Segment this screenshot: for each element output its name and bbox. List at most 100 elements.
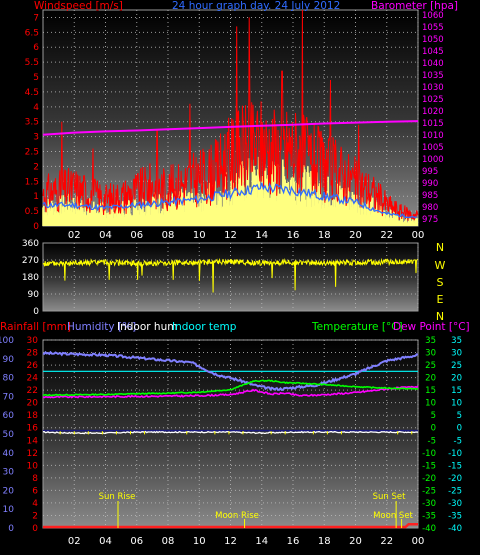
humidity-tick-label: 70 <box>3 392 15 402</box>
barometer-tick-label: 1005 <box>422 143 444 153</box>
rain-tick-label: 22 <box>27 386 38 396</box>
rain-tick-label: 24 <box>27 374 39 384</box>
dew-point-tick-label: -15 <box>448 461 462 471</box>
x-tick-label: 22 <box>380 536 393 547</box>
windspeed-tick-label: 5.5 <box>25 58 39 68</box>
wind-direction-chart: 0 90 180 270 360 <box>22 239 419 317</box>
x-tick-label: 10 <box>193 230 206 241</box>
moon-set-label: Moon Set <box>373 511 413 521</box>
dew-point-tick-label: -40 <box>448 524 462 534</box>
rain-tick-label: 6 <box>32 486 38 496</box>
barometer-tick-label: 1060 <box>422 11 444 21</box>
rain-tick-label: 4 <box>32 499 38 509</box>
rain-tick-label: 18 <box>27 411 39 421</box>
x-tick-label: 08 <box>162 536 175 547</box>
windspeed-tick-label: 3 <box>33 133 39 143</box>
direction-tick-label: 270 <box>22 256 39 266</box>
compass-n-top: N <box>436 241 444 254</box>
rain-tick-label: 14 <box>27 436 39 446</box>
dew-point-legend-label: Dew Point [°C] <box>393 321 470 333</box>
x-tick-label: 06 <box>130 230 143 241</box>
temperature-tick-label: 35 <box>425 336 436 346</box>
rainfall-axis-label: Rainfall [mm] <box>0 321 71 333</box>
temperature-tick-label: 0 <box>431 424 436 434</box>
sun-rise-label: Sun Rise <box>99 492 136 502</box>
barometer-tick-label: 1035 <box>422 71 444 81</box>
temperature-tick-label: 15 <box>425 386 436 396</box>
x-tick-label: 06 <box>130 536 143 547</box>
windspeed-tick-label: 4.5 <box>25 88 39 98</box>
moon-rise-label: Moon Rise <box>215 511 259 521</box>
x-tick-label: 20 <box>349 230 362 241</box>
barometer-tick-label: 1025 <box>422 95 444 105</box>
temperature-tick-label: -20 <box>422 474 436 484</box>
temperature-tick-label: 10 <box>425 399 436 409</box>
x-tick-label: 00 <box>412 536 425 547</box>
temperature-tick-label: -35 <box>422 511 436 521</box>
sun-set-label: Sun Set <box>373 492 406 502</box>
temperature-tick-label: 5 <box>431 411 436 421</box>
barometer-tick-label: 1020 <box>422 107 444 117</box>
humidity-tick-label: 50 <box>3 430 15 440</box>
wind-average-line <box>42 182 417 219</box>
rainfall-line <box>43 522 418 529</box>
barometer-tick-label: 985 <box>422 191 438 201</box>
top-chart: 0 0.5 1 1.5 2 2.5 3 3.5 4 4.5 5 5.5 6 6.5 7 975 980 985 99… <box>25 9 444 241</box>
dew-point-tick-label: -35 <box>448 511 462 521</box>
indoor-hum-legend-label: Indoor hum <box>117 321 177 333</box>
temperature-tick-label: -25 <box>422 486 436 496</box>
rain-tick-label: 28 <box>27 349 39 359</box>
x-tick-label: 16 <box>287 536 300 547</box>
x-tick-label: 04 <box>99 230 112 241</box>
x-tick-label: 04 <box>99 536 112 547</box>
x-tick-label: 22 <box>380 230 393 241</box>
x-tick-label: 00 <box>412 230 425 241</box>
rain-tick-label: 30 <box>27 336 39 346</box>
windspeed-tick-label: 2.5 <box>25 148 39 158</box>
windspeed-line <box>42 9 419 221</box>
dew-point-tick-label: 10 <box>451 399 462 409</box>
rain-tick-label: 12 <box>27 449 38 459</box>
barometer-axis-label: Barometer [hpa] <box>371 0 458 12</box>
x-tick-label: 18 <box>318 536 331 547</box>
barometer-tick-label: 1015 <box>422 119 444 129</box>
barometer-tick-label: 1045 <box>422 47 444 57</box>
humidity-tick-label: 30 <box>3 468 15 478</box>
compass-s: S <box>437 276 444 289</box>
humidity-tick-label: 20 <box>3 486 15 496</box>
x-tick-label: 02 <box>68 536 81 547</box>
temperature-tick-label: 20 <box>425 374 436 384</box>
barometer-tick-label: 1040 <box>422 59 444 69</box>
rain-tick-label: 2 <box>32 511 38 521</box>
rain-tick-label: 10 <box>27 461 39 471</box>
barometer-tick-label: 995 <box>422 167 438 177</box>
direction-tick-label: 360 <box>22 239 39 249</box>
indoor-hum-line <box>43 430 419 435</box>
humidity-tick-label: 0 <box>8 524 14 534</box>
windspeed-tick-label: 6.5 <box>25 28 39 38</box>
compass-e: E <box>437 293 444 306</box>
temperature-tick-label: 25 <box>425 361 436 371</box>
bottom-chart: 0102030405060708090100024681012141618202… <box>0 336 462 547</box>
barometer-tick-label: 1010 <box>422 131 444 141</box>
dew-point-tick-label: -25 <box>448 486 462 496</box>
x-tick-label: 12 <box>224 230 237 241</box>
barometer-line <box>42 120 419 136</box>
barometer-tick-label: 975 <box>422 215 438 225</box>
windspeed-tick-label: 2 <box>33 162 39 172</box>
windspeed-tick-label: 6 <box>33 43 39 53</box>
dew-point-tick-label: -10 <box>448 449 462 459</box>
direction-tick-label: 0 <box>33 307 39 317</box>
x-tick-label: 08 <box>162 230 175 241</box>
barometer-tick-label: 980 <box>422 203 438 213</box>
rain-tick-label: 20 <box>27 399 39 409</box>
wind-direction-line <box>42 257 418 293</box>
barometer-tick-label: 1055 <box>422 23 444 33</box>
humidity-line <box>42 350 419 392</box>
x-tick-label: 12 <box>224 536 237 547</box>
temperature-line <box>42 379 419 397</box>
dew-point-tick-label: -30 <box>448 499 462 509</box>
windspeed-axis-label: Windspeed [m/s] <box>34 0 123 12</box>
x-tick-label: 18 <box>318 230 331 241</box>
humidity-tick-label: 10 <box>3 505 15 515</box>
